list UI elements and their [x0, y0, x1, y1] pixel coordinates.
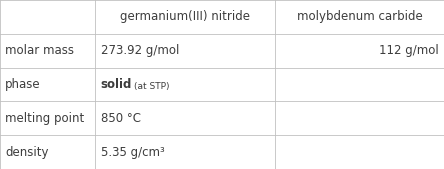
Text: density: density: [5, 146, 49, 159]
Text: molar mass: molar mass: [5, 44, 74, 57]
Text: (at STP): (at STP): [134, 82, 170, 91]
Text: germanium(III) nitride: germanium(III) nitride: [120, 10, 250, 23]
Text: melting point: melting point: [5, 112, 84, 125]
Text: molybdenum carbide: molybdenum carbide: [297, 10, 423, 23]
Text: 5.35 g/cm³: 5.35 g/cm³: [101, 146, 165, 159]
Text: 112 g/mol: 112 g/mol: [379, 44, 439, 57]
Text: 850 °C: 850 °C: [101, 112, 141, 125]
Text: phase: phase: [5, 78, 41, 91]
Text: solid: solid: [101, 78, 132, 91]
Text: 273.92 g/mol: 273.92 g/mol: [101, 44, 179, 57]
